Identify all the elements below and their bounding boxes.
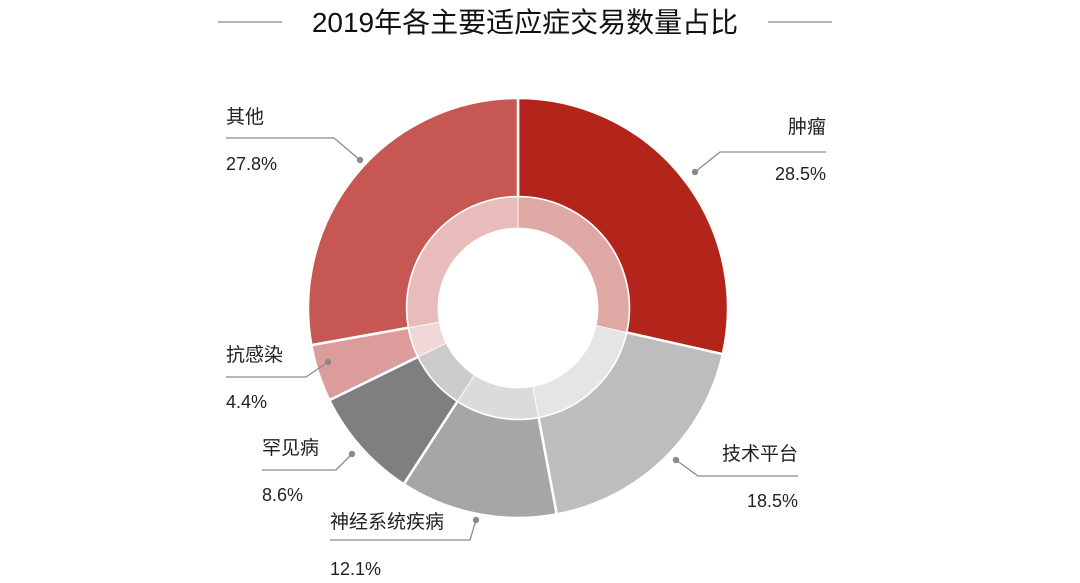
label-value-other: 27.8% xyxy=(226,154,277,174)
chart-title-group: 2019年各主要适应症交易数量占比 xyxy=(218,7,832,38)
leader-line-tech-platform xyxy=(675,459,798,477)
leader-line-rare-disease xyxy=(262,453,353,471)
label-value-tumor: 28.5% xyxy=(775,164,826,184)
label-name-other: 其他 xyxy=(226,106,264,128)
leader-dot-anti-infection xyxy=(324,358,332,366)
slices-group xyxy=(306,96,730,520)
inner-ring-group xyxy=(406,196,630,420)
leader-line-neuro xyxy=(330,519,477,541)
leader-line-tumor xyxy=(694,151,826,173)
leader-dot-other xyxy=(356,156,364,164)
leader-dot-rare-disease xyxy=(348,450,356,458)
leader-dot-tumor xyxy=(691,168,699,176)
label-value-rare-disease: 8.6% xyxy=(262,485,303,505)
label-value-tech-platform: 18.5% xyxy=(747,491,798,511)
label-name-anti-infection: 抗感染 xyxy=(226,344,283,366)
leader-line-other xyxy=(226,137,361,161)
chart-title: 2019年各主要适应症交易数量占比 xyxy=(312,7,738,38)
label-value-anti-infection: 4.4% xyxy=(226,392,267,412)
label-name-tumor: 肿瘤 xyxy=(788,116,826,138)
label-name-rare-disease: 罕见病 xyxy=(262,437,319,459)
leader-dot-tech-platform xyxy=(672,456,680,464)
donut-hole xyxy=(438,228,598,388)
label-value-neuro: 12.1% xyxy=(330,559,381,579)
labels-group: 肿瘤 28.5% 技术平台 18.5% 神经系统疾病 12.1% 罕见病 8.6% 抗感染 4.4… xyxy=(226,106,826,579)
inner-band-highlight xyxy=(407,197,629,419)
leader-line-anti-infection xyxy=(226,361,329,378)
leader-dot-neuro xyxy=(472,516,480,524)
label-name-neuro: 神经系统疾病 xyxy=(330,511,444,533)
inner-band-other xyxy=(406,196,519,329)
label-name-tech-platform: 技术平台 xyxy=(722,443,798,465)
